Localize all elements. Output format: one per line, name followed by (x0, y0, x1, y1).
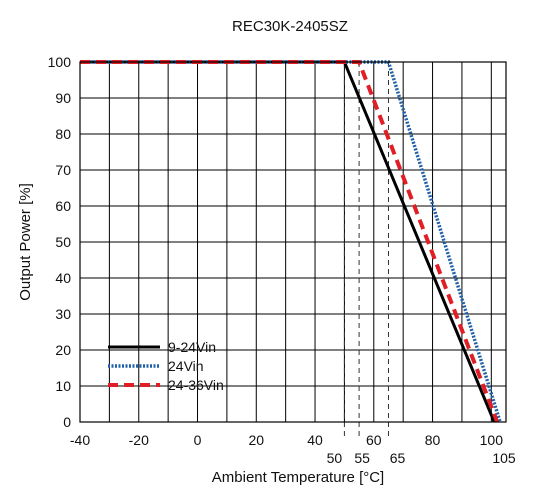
chart-title: REC30K-2405SZ (232, 18, 348, 35)
y-tick-label: 70 (55, 162, 71, 178)
x-tick-label: 40 (307, 432, 323, 448)
y-tick-labels: 0 10 20 30 40 50 60 70 80 90 100 (48, 54, 72, 430)
y-tick-label: 10 (55, 378, 71, 394)
x-tick-label: 20 (248, 432, 264, 448)
x-axis-label: Ambient Temperature [°C] (212, 469, 384, 486)
marker-label: 50 (327, 450, 343, 466)
grid (79, 61, 506, 423)
y-axis-label: Output Power [%] (17, 183, 34, 301)
legend-label: 24Vin (168, 358, 204, 374)
y-tick-label: 50 (55, 234, 71, 250)
marker-label: 65 (390, 450, 406, 466)
y-tick-label: 20 (55, 342, 71, 358)
marker-label: 55 (354, 450, 370, 466)
x-tick-label: 60 (366, 432, 382, 448)
x-tick-label: -40 (70, 432, 90, 448)
y-tick-label: 40 (55, 270, 71, 286)
y-tick-label: 90 (55, 90, 71, 106)
x-tick-label: 100 (480, 432, 504, 448)
x-tick-label: 80 (425, 432, 441, 448)
y-tick-label: 80 (55, 126, 71, 142)
x-tick-label: 0 (194, 432, 202, 448)
y-tick-label: 100 (48, 54, 72, 70)
legend-label: 24-36Vin (168, 377, 224, 393)
x-tick-labels: -40 -20 0 20 40 60 80 100 (70, 432, 503, 448)
y-tick-label: 0 (63, 414, 71, 430)
marker-labels: 50 55 65 105 (327, 450, 516, 466)
marker-label: 105 (492, 450, 516, 466)
legend-label: 9-24Vin (168, 339, 216, 355)
legend: 9-24Vin 24Vin 24-36Vin (108, 339, 224, 393)
plot-frame (79, 61, 507, 423)
y-tick-label: 60 (55, 198, 71, 214)
y-tick-label: 30 (55, 306, 71, 322)
x-tick-label: -20 (129, 432, 149, 448)
